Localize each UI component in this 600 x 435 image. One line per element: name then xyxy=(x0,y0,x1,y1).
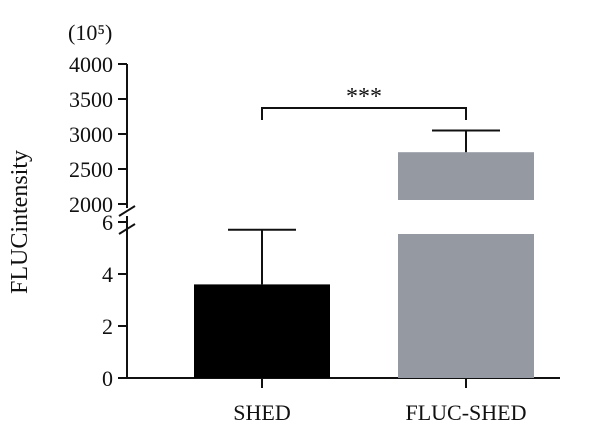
y-tick-label: 2500 xyxy=(69,157,113,182)
y-tick-label: 0 xyxy=(102,366,113,391)
y-tick-label: 4 xyxy=(102,262,113,287)
x-tick-label: FLUC-SHED xyxy=(405,400,526,425)
bar-fluc-shed-upper xyxy=(398,152,534,200)
y-axis-label: FLUCintensity xyxy=(7,150,33,294)
y-tick-label: 6 xyxy=(102,210,113,235)
y-tick-label: 2 xyxy=(102,314,113,339)
axis-break-mark xyxy=(118,223,136,235)
x-ticks: SHED FLUC-SHED xyxy=(233,378,527,425)
significance-bracket: *** xyxy=(261,84,467,120)
bar-fluc-shed-lower xyxy=(398,234,534,378)
bars xyxy=(194,152,534,378)
axis-break-mark xyxy=(118,205,136,217)
significance-label: *** xyxy=(346,84,382,110)
y-tick-label: 4000 xyxy=(69,52,113,77)
significance-line xyxy=(261,107,467,120)
x-tick-label: SHED xyxy=(233,400,290,425)
bar-shed xyxy=(194,284,330,378)
error-bars xyxy=(228,129,500,285)
y-tick-label: 2000 xyxy=(69,192,113,217)
y-tick-label: 3500 xyxy=(69,87,113,112)
y-tick-label: 3000 xyxy=(69,122,113,147)
y-multiplier-label: (10⁵) xyxy=(68,20,112,45)
